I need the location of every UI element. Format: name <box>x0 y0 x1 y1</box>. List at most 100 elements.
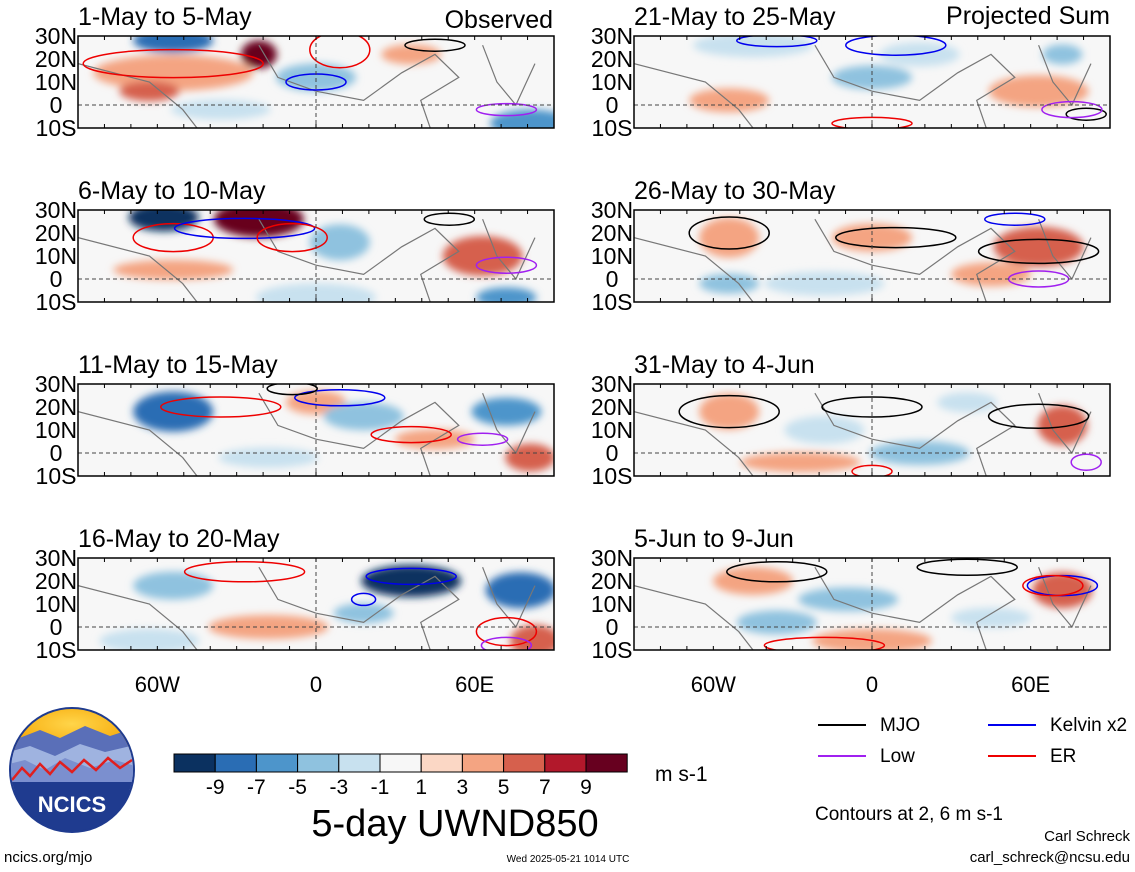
field-blob <box>133 36 214 53</box>
field-blob <box>93 54 254 91</box>
panel-title: 6-May to 10-May <box>78 177 266 205</box>
colorbar: -9 -7 -5 -3 -1 1 3 5 7 9 <box>173 753 628 799</box>
contour-er <box>370 425 452 444</box>
field-blob <box>736 610 817 635</box>
contour-low <box>475 256 538 274</box>
lat-tick-label: 30N <box>35 545 77 571</box>
panel-field <box>78 384 554 476</box>
lat-tick-label: 30N <box>591 197 633 223</box>
coastline <box>814 566 1016 650</box>
coastline <box>814 218 1016 302</box>
field-blob <box>490 109 554 128</box>
coastline <box>482 44 536 107</box>
coastline <box>258 566 460 650</box>
panel-field <box>78 36 554 128</box>
lat-tick-label: 0 <box>606 92 619 118</box>
lat-tick-label: 20N <box>35 568 77 594</box>
colorbar-swatch <box>214 753 257 773</box>
lat-tick-label: 10N <box>591 591 633 617</box>
contour-er <box>309 36 371 69</box>
lat-tick-label: 10N <box>35 69 77 95</box>
field-blob <box>505 443 554 472</box>
coastline <box>814 392 1016 476</box>
contour-low <box>1041 100 1103 119</box>
lat-tick-label: 20N <box>591 220 633 246</box>
lat-tick-label: 20N <box>35 46 77 72</box>
panel-title: 21-May to 25-May <box>634 3 836 31</box>
lon-tick-label: 60W <box>135 672 180 697</box>
field-blob <box>951 262 1031 287</box>
lat-tick-label: 20N <box>591 568 633 594</box>
timestamp: Wed 2025-05-21 1014 UTC <box>507 854 630 865</box>
lat-tick-label: 10S <box>36 637 77 663</box>
field-blob <box>798 587 899 612</box>
legend-label: Low <box>880 746 915 767</box>
contour-kelvin-x2 <box>173 217 316 240</box>
lat-tick-label: 20N <box>591 394 633 420</box>
lon-tick-label: 0 <box>310 672 322 697</box>
lat-tick-label: 0 <box>606 440 619 466</box>
lat-tick-label: 0 <box>50 92 63 118</box>
contour-kelvin-x2 <box>294 389 386 407</box>
contour-mjo <box>977 238 1100 265</box>
colorbar-label: 3 <box>457 776 469 799</box>
field-blob <box>869 441 970 465</box>
coastline <box>258 218 460 302</box>
field-blob <box>993 226 1084 267</box>
contour-mjo <box>423 212 476 226</box>
colorbar-swatch <box>544 753 587 773</box>
lon-tick-label: 0 <box>866 672 878 697</box>
coastline <box>1038 218 1092 281</box>
lat-tick-label: 10N <box>35 591 77 617</box>
lat-tick-label: 0 <box>606 266 619 292</box>
field-blob <box>113 259 234 280</box>
contour-mjo <box>678 394 780 429</box>
contour-er <box>256 222 328 253</box>
contour-low <box>480 636 533 650</box>
field-blob <box>128 210 199 232</box>
colorbar-label: -3 <box>329 776 348 799</box>
coastline <box>78 411 198 476</box>
contour-kelvin-x2 <box>984 212 1046 226</box>
colorbar-swatch <box>503 753 546 773</box>
contour-mjo <box>916 558 1018 576</box>
contour-kelvin-x2 <box>350 592 377 607</box>
field-blob <box>764 271 885 296</box>
contour-mjo <box>688 216 770 250</box>
colorbar-swatch <box>297 753 340 773</box>
units-label: m s-1 <box>655 763 708 786</box>
colorbar-label: 5 <box>498 776 510 799</box>
site-url: ncics.org/mjo <box>4 849 92 866</box>
colorbar-label: -9 <box>206 776 225 799</box>
projected-label: Projected Sum <box>946 2 1110 30</box>
lat-tick-label: 0 <box>606 614 619 640</box>
contour-kelvin-x2 <box>365 567 457 586</box>
field-blob <box>1032 572 1093 609</box>
lat-tick-label: 30N <box>35 197 77 223</box>
panel-field <box>78 210 554 302</box>
panel-field <box>634 210 1110 302</box>
lon-tick-label: 60W <box>691 672 736 697</box>
colorbar-label: 1 <box>415 776 427 799</box>
contour-er <box>831 116 913 128</box>
colorbar-label: -7 <box>247 776 266 799</box>
author-name: Carl Schreck <box>1044 828 1130 845</box>
panel-title: 1-May to 5-May <box>78 3 252 31</box>
legend: MJO Kelvin x2 Low ER <box>818 715 1127 767</box>
coastline <box>634 63 754 128</box>
field-blob <box>699 273 760 294</box>
contour-er <box>82 48 264 79</box>
panel-title: 26-May to 30-May <box>634 177 836 205</box>
lat-tick-label: 10N <box>591 243 633 269</box>
lat-tick-label: 20N <box>35 394 77 420</box>
legend-label: ER <box>1050 746 1076 767</box>
field-blob <box>784 416 865 444</box>
field-blob <box>937 392 998 413</box>
contour-kelvin-x2 <box>736 36 818 48</box>
panel-field <box>634 558 1110 650</box>
